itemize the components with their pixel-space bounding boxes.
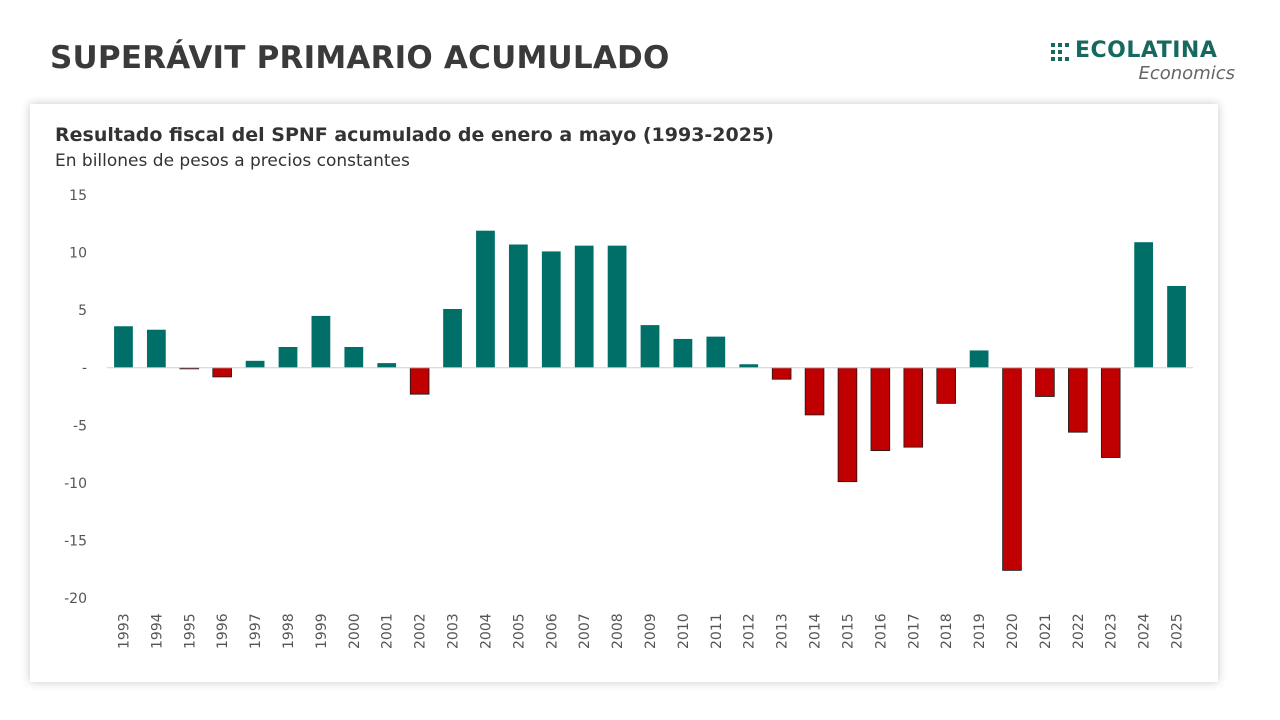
bar-2018 <box>936 367 956 404</box>
bar-2001 <box>377 363 397 368</box>
x-tick-label: 2004 <box>478 613 494 649</box>
y-tick-label: 5 <box>78 303 87 319</box>
y-tick-label: - <box>82 361 87 377</box>
bar-2000 <box>344 346 364 368</box>
x-tick-label: 2014 <box>808 613 824 649</box>
bar-2013 <box>771 367 792 380</box>
y-tick-label: -10 <box>64 476 87 492</box>
x-tick-label: 1995 <box>182 613 198 649</box>
bar-2007 <box>574 245 594 368</box>
x-tick-label: 2006 <box>544 613 560 649</box>
x-tick-label: 2007 <box>577 613 593 649</box>
x-tick-label: 2011 <box>709 613 725 649</box>
bar-2003 <box>443 308 462 368</box>
bar-1993 <box>114 326 133 368</box>
bar-2015 <box>837 367 858 483</box>
x-tick-label: 2025 <box>1170 613 1186 649</box>
x-tick-label: 2019 <box>972 613 988 649</box>
bar-2005 <box>508 244 528 368</box>
bar-2011 <box>706 336 726 368</box>
chart-subtitle: En billones de pesos a precios constante… <box>55 151 410 171</box>
ecolatina-logo: ECOLATINA Economics <box>1045 38 1235 86</box>
x-tick-label: 2018 <box>939 613 955 649</box>
x-tick-label: 2010 <box>676 613 692 649</box>
bar-2006 <box>541 251 561 368</box>
x-tick-label: 2023 <box>1104 613 1120 649</box>
y-tick-label: -5 <box>73 418 87 434</box>
y-tick-label: 15 <box>69 188 87 204</box>
page-title: SUPERÁVIT PRIMARIO ACUMULADO <box>50 40 670 76</box>
bar-1997 <box>245 360 265 368</box>
bar-1996 <box>212 367 232 378</box>
bar-2010 <box>673 338 693 368</box>
bar-2016 <box>870 367 891 452</box>
bar-2002 <box>409 367 430 395</box>
y-tick-label: -15 <box>64 533 87 549</box>
bar-1999 <box>311 315 331 368</box>
x-tick-label: 1997 <box>248 613 264 649</box>
x-tick-label: 2003 <box>446 613 462 649</box>
chart-title: Resultado fiscal del SPNF acumulado de e… <box>55 124 774 146</box>
bar-2017 <box>903 367 924 448</box>
y-tick-label: 10 <box>69 246 87 262</box>
x-tick-label: 2008 <box>610 613 626 649</box>
logo-name: ECOLATINA <box>1075 38 1218 63</box>
x-tick-label: 2015 <box>840 613 856 649</box>
bar-1998 <box>278 346 298 368</box>
chart-card: Resultado fiscal del SPNF acumulado de e… <box>30 104 1218 682</box>
logo-subtitle: Economics <box>1138 63 1235 84</box>
x-tick-label: 2001 <box>380 613 396 649</box>
x-tick-label: 1994 <box>149 613 165 649</box>
x-tick-label: 2013 <box>775 613 791 649</box>
x-tick-label: 1993 <box>116 613 132 649</box>
x-tick-label: 1999 <box>314 613 330 649</box>
x-tick-label: 2002 <box>413 613 429 649</box>
x-tick-label: 2009 <box>643 613 659 649</box>
bar-2012 <box>739 364 759 368</box>
x-tick-label: 2022 <box>1071 613 1087 649</box>
bar-2009 <box>640 325 660 368</box>
x-tick-label: 2000 <box>347 613 363 649</box>
bar-2014 <box>804 367 825 416</box>
x-tick-label: 2016 <box>873 613 889 649</box>
bar-1994 <box>146 329 166 368</box>
x-tick-label: 2024 <box>1137 613 1153 649</box>
y-tick-label: -20 <box>64 591 87 607</box>
bar-2020 <box>1002 367 1022 571</box>
bar-chart: 15 10 5 - -5 -10 -15 -20 1993 1994 1995 1996 1997 199… <box>64 188 1193 649</box>
bar-2022 <box>1068 367 1088 433</box>
bar-2008 <box>607 245 627 368</box>
x-tick-label: 1996 <box>215 613 231 649</box>
bar-2019 <box>969 350 989 368</box>
x-tick-label: 1998 <box>281 613 297 649</box>
x-tick-label: 2020 <box>1005 613 1021 649</box>
x-tick-label: 2005 <box>511 613 527 649</box>
x-tick-label: 2017 <box>906 613 922 649</box>
bar-2023 <box>1100 367 1121 458</box>
logo-grid-icon <box>1051 43 1069 61</box>
bar-2004 <box>476 230 495 368</box>
bar-2025 <box>1167 285 1186 368</box>
bar-2024 <box>1134 242 1154 368</box>
x-tick-label: 2012 <box>742 613 758 649</box>
bar-2021 <box>1035 367 1055 397</box>
x-tick-label: 2021 <box>1038 613 1054 649</box>
